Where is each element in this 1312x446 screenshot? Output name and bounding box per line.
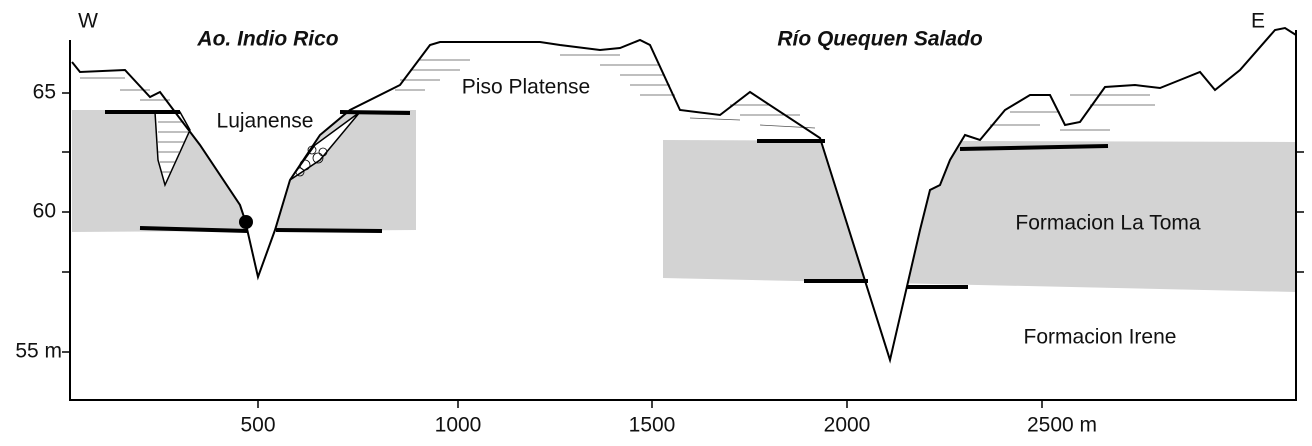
y-tick-label: 65 <box>33 81 56 104</box>
west-label: W <box>78 10 98 33</box>
x-tick-label: 1500 <box>629 414 676 437</box>
x-tick-label: 2000 <box>824 414 871 437</box>
unit-label: Formacion Irene <box>1024 326 1177 349</box>
valley-label: Río Quequen Salado <box>777 28 983 51</box>
x-tick-label: 2500 m <box>1027 414 1097 437</box>
east-label: E <box>1251 10 1265 33</box>
unit-label: Formacion La Toma <box>1015 212 1201 235</box>
la-toma-east <box>663 140 1296 292</box>
unit-label: Piso Platense <box>462 76 590 99</box>
unit-label: Lujanense <box>217 110 314 133</box>
sample-point <box>239 215 253 229</box>
x-tick-label: 1000 <box>435 414 482 437</box>
y-tick-label: 60 <box>33 200 56 223</box>
x-tick-label: 500 <box>240 414 275 437</box>
cross-section: 65 60 55 m 500 1000 1500 2000 2500 m W E… <box>0 0 1312 441</box>
valley-label: Ao. Indio Rico <box>196 28 338 51</box>
y-tick-label: 55 m <box>15 340 62 363</box>
